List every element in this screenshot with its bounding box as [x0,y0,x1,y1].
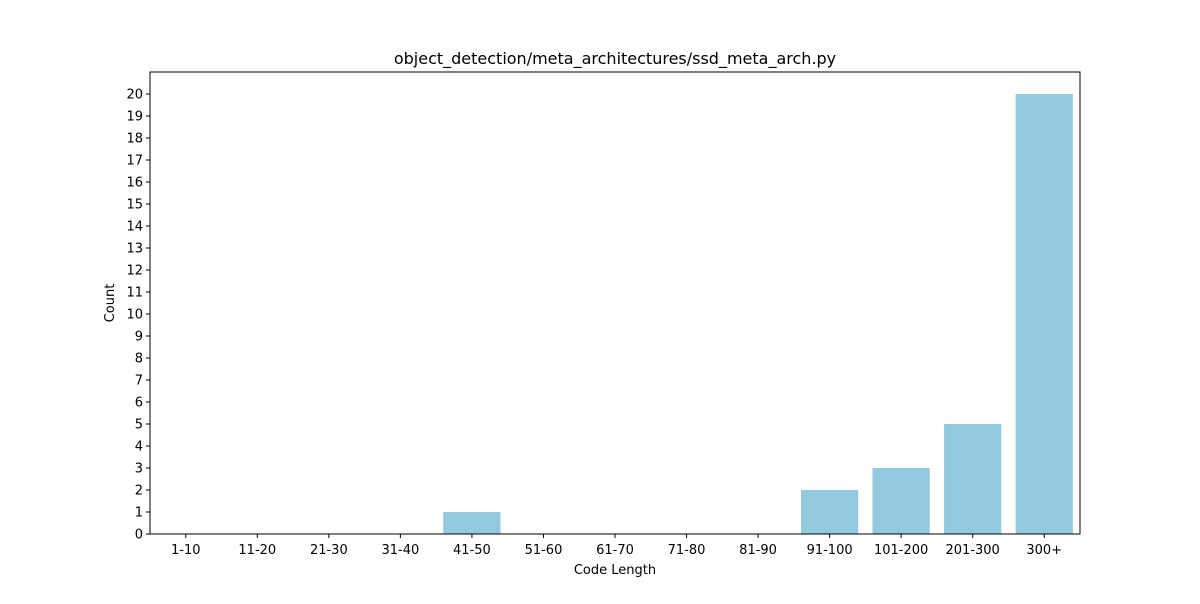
x-tick-label: 300+ [1026,543,1062,558]
y-tick-label: 11 [126,286,143,301]
x-tick-label: 71-80 [668,543,706,558]
y-tick-label: 2 [135,484,143,499]
x-tick-label: 91-100 [807,543,853,558]
plot-frame [149,71,1081,535]
x-tick-label: 51-60 [525,543,563,558]
y-tick-label: 12 [126,264,143,279]
y-tick-label: 10 [126,308,143,323]
bar-101-200 [872,468,930,534]
bars-layer [443,94,1073,534]
y-tick-label: 9 [135,330,143,345]
x-axis: 1-10 11-20 21-30 31-40 41-50 51-60 61-70 71-80 8… [171,534,1062,558]
x-tick-label: 41-50 [453,543,491,558]
y-tick-label: 13 [126,242,143,257]
x-tick-label: 11-20 [238,543,276,558]
bar-300+ [1015,94,1073,534]
x-tick-label: 101-200 [874,543,928,558]
x-tick-label: 1-10 [171,543,201,558]
y-tick-label: 3 [135,462,143,477]
y-tick-label: 4 [135,440,143,455]
y-tick-label: 19 [126,110,143,125]
x-tick-label: 201-300 [946,543,1000,558]
x-tick-label: 31-40 [381,543,419,558]
y-tick-label: 1 [135,506,143,521]
x-tick-label: 81-90 [739,543,777,558]
bar-91-100 [801,490,859,534]
y-tick-label: 17 [126,154,143,169]
y-tick-label: 18 [126,132,143,147]
y-tick-label: 15 [126,198,143,213]
y-tick-label: 7 [135,374,143,389]
x-tick-label: 61-70 [596,543,634,558]
bar-41-50 [443,512,501,534]
y-tick-label: 5 [135,418,143,433]
x-tick-label: 21-30 [310,543,348,558]
bar-201-300 [944,424,1002,534]
y-tick-label: 20 [126,88,143,103]
chart-title: object_detection/meta_architectures/ssd_… [394,49,836,69]
y-tick-label: 14 [126,220,143,235]
y-axis-label: Count [103,284,118,323]
x-axis-label: Code Length [574,563,656,578]
y-tick-label: 0 [135,528,143,543]
y-tick-label: 16 [126,176,143,191]
y-tick-label: 6 [135,396,143,411]
y-tick-label: 8 [135,352,143,367]
